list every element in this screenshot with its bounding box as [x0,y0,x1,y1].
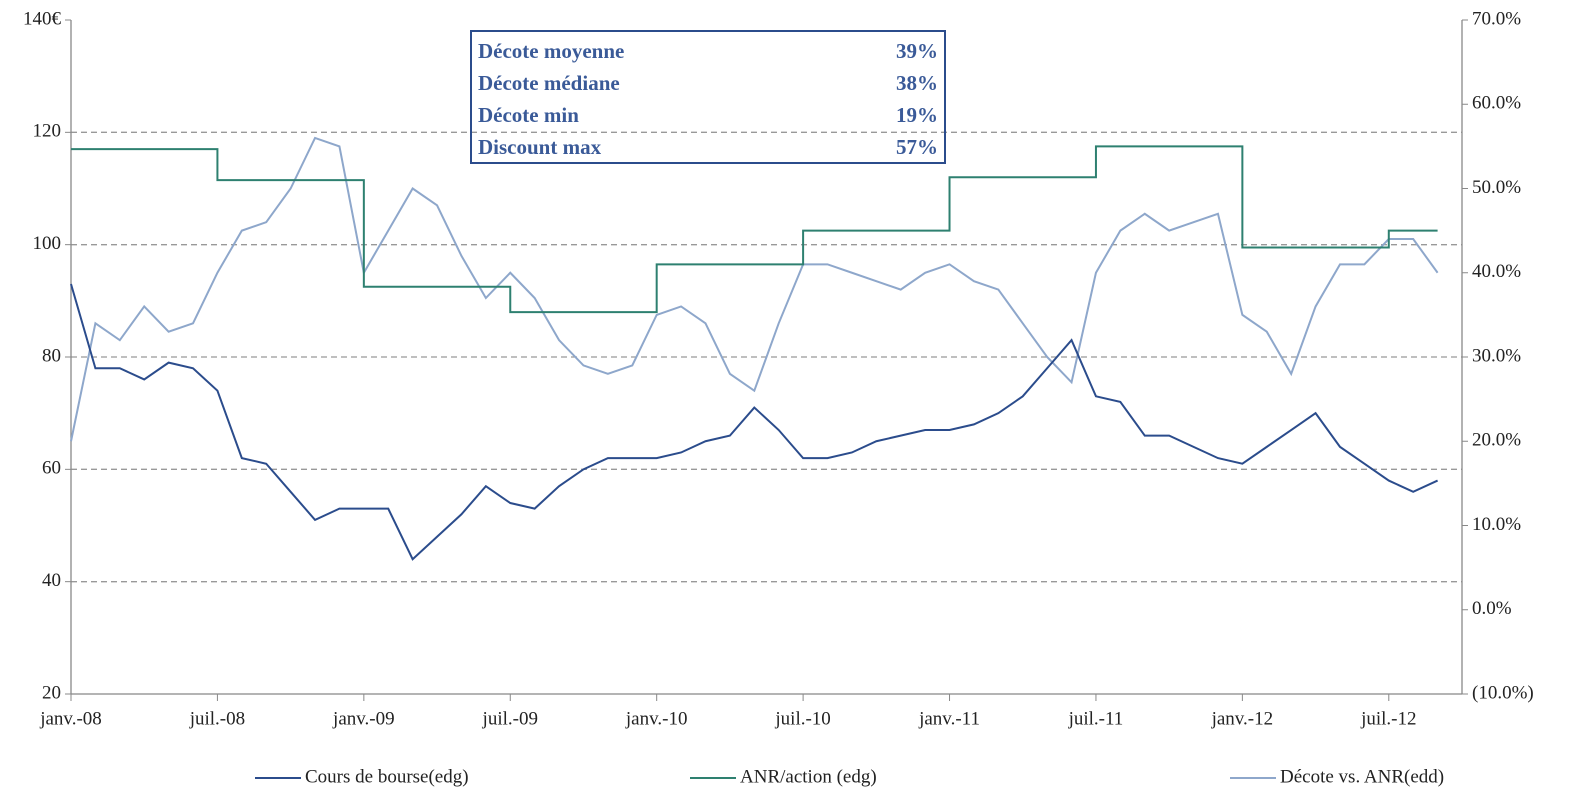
y2-tick-label: 50.0% [1472,177,1521,198]
y2-tick-label: (10.0%) [1472,682,1534,703]
stats-value: 39% [896,39,938,63]
series-line [70,136,1439,442]
stats-label: Décote médiane [478,71,620,95]
stats-label: Décote moyenne [478,39,625,63]
y2-tick-label: 0.0% [1472,598,1512,619]
legend-label: Cours de bourse(edg) [305,766,469,787]
y2-tick-label: 40.0% [1472,261,1521,282]
stats-row: Décote min 19% [478,99,938,131]
legend-label: ANR/action (edg) [740,766,877,787]
stats-row: Décote moyenne 39% [478,35,938,67]
legend-label: Décote vs. ANR(edd) [1280,766,1444,787]
y-tick-label: 80 [42,345,61,366]
y-tick-label: 140€ [23,8,62,29]
stats-label: Discount max [478,135,602,159]
x-tick-label: janv.-12 [1211,708,1274,729]
series-line [71,145,1438,314]
series-line [70,283,1439,561]
stats-box: Décote moyenne 39% Décote médiane 38% Décote… [470,30,946,164]
stats-label: Décote min [478,103,579,127]
stats-value: 38% [896,71,938,95]
y2-tick-label: 60.0% [1472,93,1521,114]
x-tick-label: janv.-10 [625,708,688,729]
x-tick-label: juil.-09 [482,708,538,729]
y-tick-label: 100 [33,233,62,254]
y-tick-label: 40 [42,570,61,591]
y-tick-label: 120 [33,121,62,142]
y-tick-label: 60 [42,458,61,479]
y2-tick-label: 70.0% [1472,8,1521,29]
x-tick-label: juil.-10 [774,708,830,729]
x-tick-label: janv.-08 [39,708,102,729]
y2-tick-label: 20.0% [1472,430,1521,451]
x-tick-label: janv.-11 [918,708,980,729]
stats-value: 57% [896,135,938,159]
stats-row: Discount max 57% [478,131,938,163]
x-tick-label: janv.-09 [332,708,395,729]
x-tick-label: juil.-08 [189,708,245,729]
x-tick-label: juil.-11 [1068,708,1124,729]
stats-value: 19% [896,103,938,127]
stats-row: Décote médiane 38% [478,67,938,99]
y2-tick-label: 10.0% [1472,514,1521,535]
y-tick-label: 20 [42,682,61,703]
x-tick-label: juil.-12 [1360,708,1416,729]
y2-tick-label: 30.0% [1472,345,1521,366]
